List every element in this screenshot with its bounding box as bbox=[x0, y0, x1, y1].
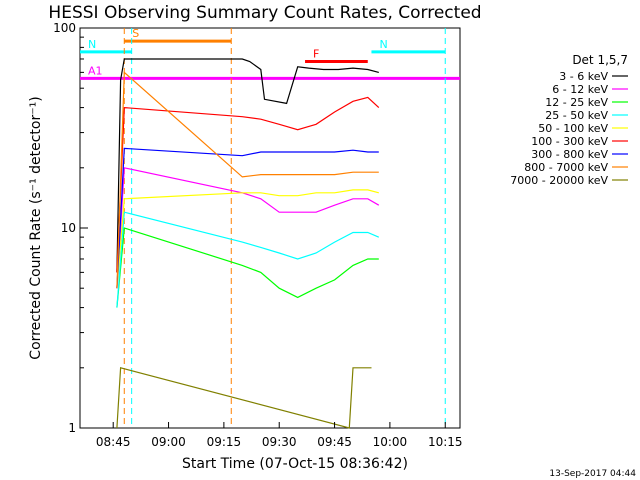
legend-label: 25 - 50 keV bbox=[545, 109, 608, 122]
series-line bbox=[116, 211, 380, 308]
x-tick-label: 09:15 bbox=[207, 435, 242, 449]
plot-frame bbox=[79, 27, 461, 429]
x-axis-label: Start Time (07-Oct-15 08:36:42) bbox=[182, 456, 408, 472]
y-axis-label: Corrected Count Rate (s⁻¹ detector⁻¹) bbox=[28, 96, 44, 359]
annotation-label: N bbox=[379, 38, 387, 51]
chart-title: HESSI Observing Summary Count Rates, Cor… bbox=[48, 3, 481, 23]
series-line bbox=[116, 167, 380, 289]
series-line bbox=[116, 96, 380, 273]
legend-label: 6 - 12 keV bbox=[552, 83, 608, 96]
annotation-label: S bbox=[132, 27, 139, 40]
y-tick-label: 100 bbox=[53, 21, 76, 35]
legend-label: 300 - 800 keV bbox=[531, 148, 608, 161]
x-tick-label: 10:15 bbox=[428, 435, 463, 449]
series-line bbox=[116, 227, 379, 308]
series-line bbox=[116, 189, 379, 289]
legend-title: Det 1,5,7 bbox=[572, 53, 628, 67]
annotation-label: A1 bbox=[88, 64, 103, 77]
legend-label: 12 - 25 keV bbox=[545, 96, 608, 109]
legend-label: 800 - 7000 keV bbox=[524, 161, 608, 174]
footer-date: 13-Sep-2017 04:44 bbox=[549, 469, 636, 479]
series-layer bbox=[116, 58, 380, 429]
series-line bbox=[116, 58, 379, 273]
x-tick-label: 09:45 bbox=[317, 435, 352, 449]
legend-label: 3 - 6 keV bbox=[559, 70, 608, 83]
x-tick-label: 09:30 bbox=[262, 435, 297, 449]
series-line bbox=[116, 367, 372, 429]
y-tick-label: 10 bbox=[61, 221, 76, 235]
y-tick-label: 1 bbox=[68, 421, 76, 435]
annotation-label: F bbox=[313, 47, 319, 60]
legend-label: 100 - 300 keV bbox=[531, 135, 608, 148]
annotation-label: N bbox=[88, 38, 96, 51]
legend-label: 50 - 100 keV bbox=[538, 122, 608, 135]
annotation-lines: S N N A1 F bbox=[80, 27, 460, 428]
x-tick-label: 09:00 bbox=[151, 435, 186, 449]
series-line bbox=[116, 147, 379, 289]
plot-area bbox=[79, 27, 461, 429]
x-tick-label: 08:45 bbox=[96, 435, 131, 449]
x-tick-label: 10:00 bbox=[373, 435, 408, 449]
axis-ticks: 08:45 09:00 09:15 09:30 09:45 10:00 10:15 1 10 10… bbox=[53, 21, 462, 449]
series-line bbox=[116, 71, 379, 289]
legend-label: 7000 - 20000 keV bbox=[510, 174, 608, 187]
